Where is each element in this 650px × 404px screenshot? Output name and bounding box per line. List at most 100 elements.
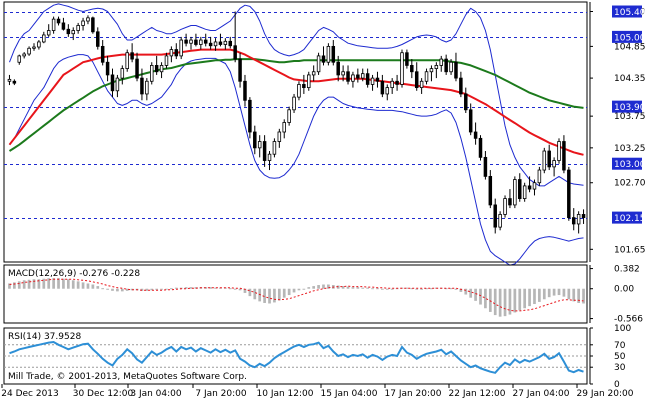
candle-body xyxy=(552,160,556,168)
candle-body xyxy=(311,71,316,76)
macd-bar xyxy=(341,286,345,289)
macd-signal-line xyxy=(9,278,584,312)
candle-body xyxy=(238,58,242,82)
x-tick-label: 10 Jan 12:00 xyxy=(257,389,314,399)
y-tick-label: 103.25 xyxy=(614,144,646,154)
macd-bar xyxy=(42,278,46,289)
y-tick-label: 104.35 xyxy=(614,74,646,84)
macd-bar xyxy=(189,287,193,289)
candle-body xyxy=(194,39,198,45)
time-axis: 24 Dec 2013 30 Dec 12:003 Jan 04:00 7 Jan … xyxy=(1,384,634,399)
candle-body xyxy=(424,71,429,82)
macd-bar xyxy=(165,288,168,290)
candle-body xyxy=(316,55,321,73)
watermark-text: Mill Trade, © 2001-2013, MetaQuotes Soft… xyxy=(8,372,247,382)
candle-body xyxy=(125,52,129,69)
candle-body xyxy=(120,68,125,79)
candle-body xyxy=(380,80,385,95)
macd-bar xyxy=(577,288,580,303)
macd-panel-frame xyxy=(3,264,588,324)
candle-body xyxy=(135,58,139,79)
candle-body xyxy=(454,61,458,79)
macd-bar xyxy=(253,288,257,300)
macd-bar xyxy=(155,288,159,290)
price-panel: 105.40 104.85 104.35 103.75 103.25 102.70 101.… xyxy=(3,1,646,266)
candle-body xyxy=(532,182,537,190)
y-tick-label: 103.75 xyxy=(614,112,646,122)
candle-body xyxy=(51,18,56,31)
macd-bar xyxy=(238,288,242,291)
candle-body xyxy=(233,45,237,60)
macd-bar xyxy=(366,287,369,289)
macd-bar xyxy=(449,288,453,290)
macd-bar xyxy=(454,288,458,290)
candle-body xyxy=(360,73,365,79)
candle-body xyxy=(145,80,149,95)
macd-bar xyxy=(96,286,100,289)
candle-body xyxy=(527,185,532,190)
candle-body xyxy=(537,169,542,184)
candle-body xyxy=(468,109,473,133)
macd-bar xyxy=(582,288,585,304)
macd-bar xyxy=(361,287,365,289)
candle-body xyxy=(326,45,331,63)
macd-bar xyxy=(302,288,306,290)
macd-bar xyxy=(140,288,144,291)
candle-body xyxy=(105,61,110,76)
y-tick-label: 102.70 xyxy=(614,179,646,189)
candle-body xyxy=(12,80,17,84)
macd-bar xyxy=(106,288,109,290)
macd-bar xyxy=(160,288,163,290)
macd-bar xyxy=(57,278,60,289)
candle-body xyxy=(419,80,424,89)
y-tick-label: 100 xyxy=(614,324,631,334)
candle-body xyxy=(498,214,502,228)
x-tick-label: 7 Jan 20:00 xyxy=(195,389,247,399)
macd-bar xyxy=(150,288,154,291)
x-tick-label: 24 Dec 2013 xyxy=(1,389,59,399)
candle-body xyxy=(346,71,350,82)
macd-bar xyxy=(474,288,477,301)
level-label-box xyxy=(612,211,642,224)
candle-body xyxy=(365,73,370,85)
candle-body xyxy=(287,109,291,123)
candle-body xyxy=(444,58,448,73)
candle-body xyxy=(189,39,193,44)
macd-bar xyxy=(498,288,502,317)
y-tick-label: 30 xyxy=(614,363,626,373)
y-tick-label: 0.382 xyxy=(614,265,640,275)
macd-bar xyxy=(430,288,433,290)
candle-body xyxy=(449,61,453,73)
macd-bar xyxy=(292,288,296,293)
macd-bar xyxy=(209,287,212,289)
candle-body xyxy=(86,17,90,22)
candle-body xyxy=(184,39,188,44)
macd-bar xyxy=(263,288,266,303)
macd-bar xyxy=(488,288,492,312)
candle-body xyxy=(91,17,95,33)
macd-bar xyxy=(71,280,75,289)
candle-body xyxy=(223,40,228,45)
candle-body xyxy=(115,77,120,92)
candle-body xyxy=(262,141,267,161)
macd-bar xyxy=(469,288,473,298)
x-tick-label: 30 Dec 12:00 xyxy=(73,389,134,399)
y-tick-label: 50 xyxy=(614,352,626,362)
macd-bar xyxy=(523,288,527,309)
candle-body xyxy=(567,169,571,219)
macd-bar xyxy=(86,283,90,289)
macd-bar xyxy=(277,288,281,301)
candle-body xyxy=(164,55,169,66)
macd-bar xyxy=(248,288,252,297)
level-label: 103.00 xyxy=(614,160,646,170)
candle-body xyxy=(203,39,208,44)
candle-body xyxy=(513,179,517,206)
macd-bar xyxy=(420,288,423,290)
level-label-box xyxy=(612,157,642,170)
macd-bar xyxy=(518,288,522,311)
x-tick-label: 27 Jan 04:00 xyxy=(513,389,570,399)
macd-bar xyxy=(552,288,556,296)
